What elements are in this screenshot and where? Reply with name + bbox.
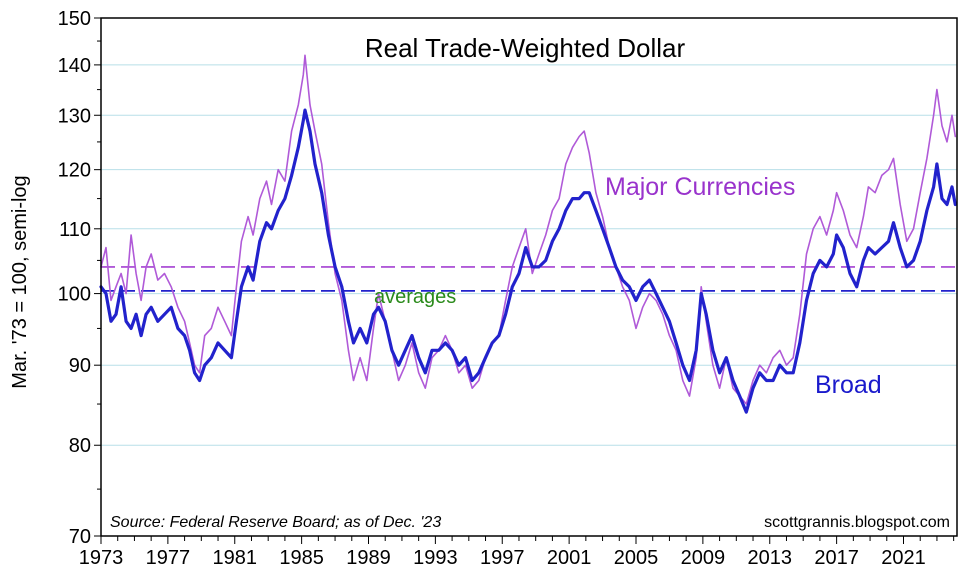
average-lines — [101, 266, 957, 292]
plot-frame — [100, 17, 958, 537]
x-tick-label: 1993 — [413, 547, 458, 569]
y-axis: 70 80 90 100 110 120 130 140 150 — [58, 8, 101, 548]
series-line-major-currencies — [100, 54, 957, 405]
x-tick-label: 1997 — [480, 547, 525, 569]
series-label-major-currencies: Major Currencies — [605, 173, 795, 201]
credit-note: scottgrannis.blogspot.com — [764, 514, 950, 531]
x-tick-label: 2021 — [881, 547, 926, 569]
x-tick-label: 1981 — [213, 547, 258, 569]
y-tick-label: 70 — [69, 526, 91, 548]
y-tick-label: 90 — [69, 355, 91, 377]
x-tick-label: 1989 — [346, 547, 391, 569]
x-tick-label: 1985 — [279, 547, 324, 569]
series-label-broad: Broad — [815, 371, 882, 399]
averages-label: averages — [374, 286, 456, 308]
grid-layer — [101, 64, 957, 446]
series-line-broad — [99, 108, 957, 414]
x-tick-label: 2013 — [748, 547, 793, 569]
y-tick-label: 100 — [58, 284, 91, 306]
y-tick-label: 150 — [58, 8, 91, 30]
chart-title: Real Trade-Weighted Dollar — [365, 33, 686, 63]
x-axis: 1973 1977 1981 1985 1989 1993 1997 2001 2005 2009… — [79, 536, 955, 569]
series-layer — [99, 54, 957, 414]
x-tick-label: 2009 — [681, 547, 726, 569]
y-tick-label: 140 — [58, 55, 91, 77]
x-tick-label: 1977 — [146, 547, 191, 569]
y-axis-label: Mar. '73 = 100, semi-log — [9, 175, 31, 388]
x-tick-label: 2001 — [547, 547, 592, 569]
x-tick-label: 2005 — [614, 547, 659, 569]
x-tick-label: 1973 — [79, 547, 124, 569]
y-tick-label: 130 — [58, 105, 91, 127]
y-tick-label: 80 — [69, 435, 91, 457]
source-note: Source: Federal Reserve Board; as of Dec… — [110, 514, 441, 531]
x-tick-label: 2017 — [814, 547, 859, 569]
y-tick-label: 120 — [58, 160, 91, 182]
y-tick-label: 110 — [59, 219, 91, 241]
